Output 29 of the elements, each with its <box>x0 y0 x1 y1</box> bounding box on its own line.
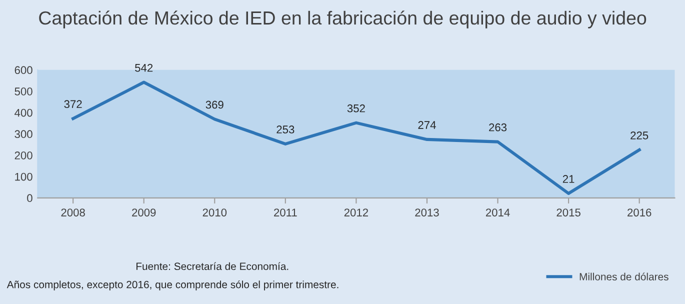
chart-title: Captación de México de IED en la fabricación de equipo de audio y video <box>39 10 646 28</box>
y-tick-label: 500 <box>14 88 32 96</box>
source-note: Fuente: Secretaría de Economía. <box>136 262 288 270</box>
data-label: 21 <box>562 175 574 183</box>
y-tick-label: 300 <box>14 130 32 138</box>
x-tick-label: 2013 <box>415 208 439 216</box>
x-tick-label: 2009 <box>132 208 156 216</box>
x-tick-label: 2015 <box>556 208 580 216</box>
data-label: 372 <box>64 100 82 108</box>
data-label: 263 <box>489 123 507 132</box>
data-label: 253 <box>276 126 294 134</box>
data-label: 542 <box>135 64 153 72</box>
y-tick-label: 100 <box>15 172 32 181</box>
y-tick-label: 200 <box>14 152 32 160</box>
y-tick-label: 400 <box>14 108 32 117</box>
legend-label: Millones de dólares <box>580 272 668 280</box>
y-tick-label: 0 <box>27 194 32 202</box>
x-tick-label: 2016 <box>628 208 652 216</box>
text: Años completos, excepto 2016, que comprende sólo el primer trimestre. <box>6 280 338 290</box>
data-label: 352 <box>347 104 365 112</box>
y-tick-label: 600 <box>14 66 32 74</box>
x-tick-label: 2008 <box>61 208 85 216</box>
x-tick-label: 2012 <box>344 208 368 216</box>
data-label: 369 <box>206 100 224 109</box>
x-tick-label: 2014 <box>486 208 510 216</box>
x-tick-label: 2011 <box>274 208 297 216</box>
x-tick-label: 2010 <box>202 208 227 216</box>
data-label: 225 <box>630 132 648 140</box>
data-label: 274 <box>418 121 436 129</box>
